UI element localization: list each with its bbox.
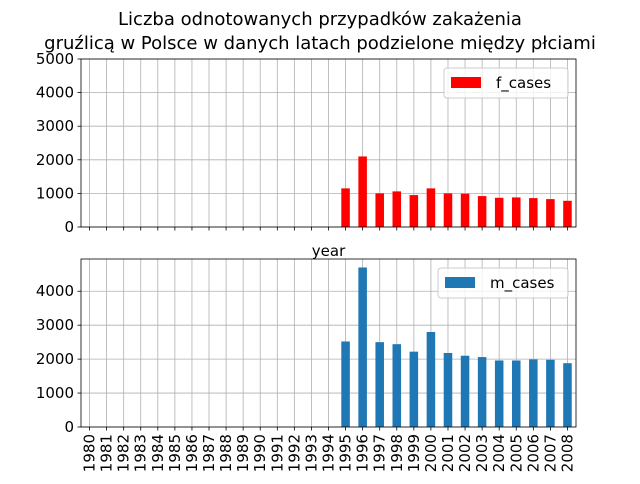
bar-m_cases-2000 xyxy=(426,331,436,427)
bar-m_cases-1998 xyxy=(392,344,402,427)
legend-swatch-f_cases xyxy=(451,77,481,88)
bar-f_cases-2007 xyxy=(546,199,555,227)
legend-label-f_cases: f_cases xyxy=(496,74,551,93)
legend-label-m_cases: m_cases xyxy=(490,274,555,293)
x-tick-label-1990: 1990 xyxy=(251,434,269,472)
x-tick-label-1987: 1987 xyxy=(200,434,218,472)
bar-f_cases-1997 xyxy=(375,193,384,227)
bar-m_cases-1999 xyxy=(409,351,419,427)
x-tick-label-1981: 1981 xyxy=(98,434,116,472)
bar-m_cases-1996 xyxy=(358,267,367,427)
x-tick-label-1998: 1998 xyxy=(388,434,406,472)
bar-m_cases-2007 xyxy=(546,359,555,427)
x-tick-label-2006: 2006 xyxy=(524,434,542,472)
x-tick-label-2008: 2008 xyxy=(558,434,576,472)
x-tick-label-1995: 1995 xyxy=(337,434,355,472)
x-tick-label-1984: 1984 xyxy=(149,434,167,472)
y-tick-label: 4000 xyxy=(36,282,74,300)
x-tick-label-1996: 1996 xyxy=(354,434,372,472)
x-tick-label-2005: 2005 xyxy=(507,434,525,472)
bar-f_cases-2003 xyxy=(477,196,487,227)
y-tick-label: 3000 xyxy=(36,316,74,334)
female-cases-panel: 0 1000 2000 3000 4000 5000 year f_cases xyxy=(36,50,577,260)
legend-box xyxy=(437,267,569,299)
y-tick-label: 4000 xyxy=(36,84,74,102)
x-tick-label-1997: 1997 xyxy=(371,434,389,472)
y-tick-label: 0 xyxy=(64,418,74,436)
x-axis-label: year xyxy=(312,242,346,260)
bar-m_cases-2004 xyxy=(494,360,504,427)
x-tick-label-1980: 1980 xyxy=(81,434,99,472)
bar-f_cases-1999 xyxy=(409,195,419,227)
bar-f_cases-2006 xyxy=(529,198,538,227)
chart-title-line-1: Liczba odnotowanych przypadków zakażenia xyxy=(118,9,522,30)
y-tick-label: 5000 xyxy=(36,50,74,68)
x-tick-label-1991: 1991 xyxy=(268,434,286,472)
bar-f_cases-2004 xyxy=(494,197,504,227)
y-tick-label: 2000 xyxy=(36,350,74,368)
bar-f_cases-1996 xyxy=(358,156,367,227)
bar-m_cases-2001 xyxy=(443,353,453,427)
x-tick-label-2007: 2007 xyxy=(541,434,559,472)
bar-m_cases-2003 xyxy=(477,357,487,427)
x-tick-label-1988: 1988 xyxy=(217,434,235,472)
y-tick-label: 3000 xyxy=(36,117,74,135)
bar-m_cases-2002 xyxy=(460,355,470,427)
bar-m_cases-1995 xyxy=(341,341,350,427)
y-tick-label: 0 xyxy=(64,218,74,236)
x-tick-label-1992: 1992 xyxy=(285,434,303,472)
chart-title-line-2: gruźlicą w Polsce w danych latach podzie… xyxy=(44,33,596,54)
bar-m_cases-2006 xyxy=(529,359,538,427)
bar-f_cases-1998 xyxy=(392,191,402,227)
bar-m_cases-2008 xyxy=(563,363,572,427)
y-tick-label: 1000 xyxy=(36,184,74,202)
x-tick-label-1985: 1985 xyxy=(166,434,184,472)
x-tick-label-2000: 2000 xyxy=(422,434,440,472)
x-tick-label-2002: 2002 xyxy=(456,434,474,472)
x-tick-label-1986: 1986 xyxy=(183,434,201,472)
y-tick-label: 1000 xyxy=(36,384,74,402)
bar-f_cases-2008 xyxy=(563,200,572,227)
bar-f_cases-2005 xyxy=(511,197,521,227)
bar-f_cases-2000 xyxy=(426,188,436,227)
bar-f_cases-1995 xyxy=(341,188,350,227)
x-tick-label-1983: 1983 xyxy=(132,434,150,472)
bar-m_cases-2005 xyxy=(511,360,521,427)
bar-f_cases-2001 xyxy=(443,193,453,227)
x-tick-label-2003: 2003 xyxy=(473,434,491,472)
bar-m_cases-1997 xyxy=(375,342,384,427)
x-tick-label-2001: 2001 xyxy=(439,434,457,472)
y-tick-label: 2000 xyxy=(36,151,74,169)
x-tick-label-2004: 2004 xyxy=(490,434,508,472)
x-tick-label-1994: 1994 xyxy=(320,434,338,472)
x-tick-label-1993: 1993 xyxy=(302,434,320,472)
legend-swatch-m_cases xyxy=(445,277,475,288)
legend-box xyxy=(443,67,569,99)
bar-f_cases-2002 xyxy=(460,193,470,227)
x-tick-label-1982: 1982 xyxy=(115,434,133,472)
x-tick-label-1989: 1989 xyxy=(234,434,252,472)
x-tick-label-1999: 1999 xyxy=(405,434,423,472)
